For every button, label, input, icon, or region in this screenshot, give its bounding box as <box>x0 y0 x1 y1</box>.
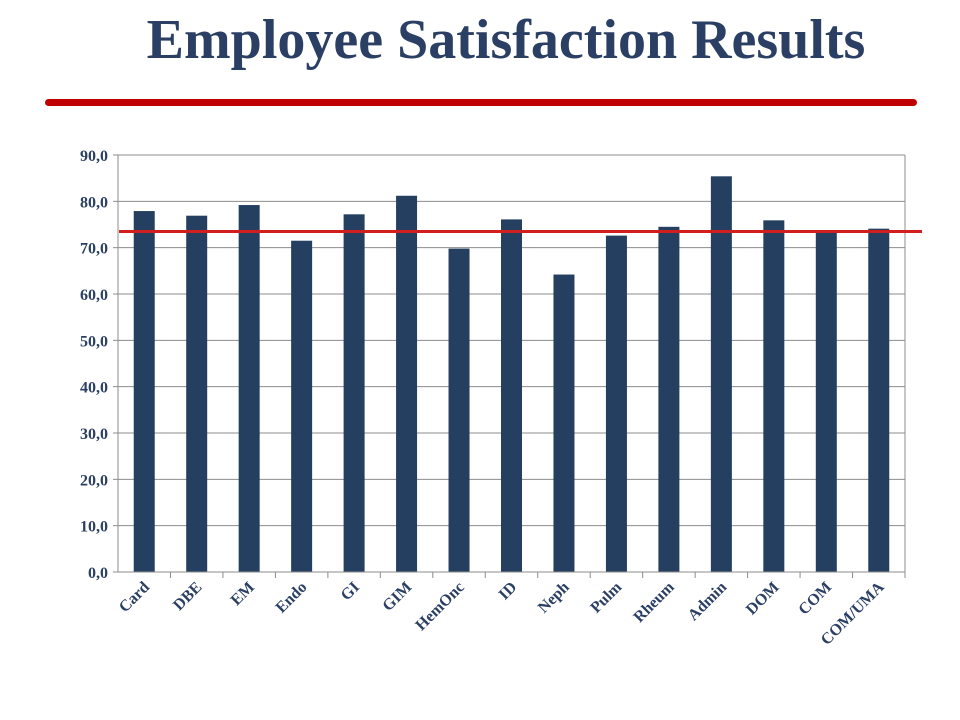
y-tick-label: 0,0 <box>88 565 108 582</box>
bar <box>868 228 890 573</box>
bar <box>343 214 365 572</box>
bar <box>501 219 522 573</box>
bar <box>133 211 155 572</box>
page-title: Employee Satisfaction Results <box>146 9 866 71</box>
bar <box>763 220 785 572</box>
x-tick-label: EM <box>228 579 258 609</box>
bar <box>186 215 208 573</box>
bar <box>238 205 260 573</box>
bar <box>448 248 470 573</box>
y-tick-label: 50,0 <box>80 333 108 350</box>
bar <box>815 230 837 572</box>
x-tick-label: Admin <box>685 579 730 624</box>
bar <box>553 274 575 572</box>
x-tick-label: COM <box>795 579 835 619</box>
bar <box>658 226 680 573</box>
x-tick-label: GIM <box>379 579 415 615</box>
y-tick-label: 60,0 <box>80 287 108 304</box>
x-tick-label: GI <box>338 579 363 604</box>
x-tick-label: Neph <box>535 579 573 617</box>
axes <box>117 155 906 578</box>
bar <box>396 195 418 573</box>
x-tick-label: DOM <box>743 579 783 619</box>
y-tick-label: 80,0 <box>80 194 108 211</box>
y-tick-label: 90,0 <box>80 148 108 165</box>
y-tick-labels: 0,0 10,0 20,0 30,0 40,0 50,0 60,0 70,0 80,0 90,0 <box>80 148 108 582</box>
x-tick-label: HemOnc <box>412 579 467 634</box>
y-tick-label: 10,0 <box>80 519 108 536</box>
y-tick-label: 20,0 <box>80 472 108 489</box>
bar <box>605 235 627 572</box>
x-tick-label: Pulm <box>587 578 625 616</box>
bar <box>710 176 732 572</box>
y-tick-label: 30,0 <box>80 426 108 443</box>
x-tick-label: Endo <box>273 579 311 617</box>
x-tick-label: Rheum <box>631 578 679 626</box>
x-tick-label: DBE <box>170 579 205 614</box>
bars <box>133 176 890 573</box>
x-tick-label: Card <box>116 579 153 616</box>
bar <box>291 240 313 572</box>
y-tick-label: 70,0 <box>80 241 108 258</box>
y-tick-label: 40,0 <box>80 380 108 397</box>
x-tick-label: ID <box>496 579 521 604</box>
title-underline <box>45 99 917 106</box>
